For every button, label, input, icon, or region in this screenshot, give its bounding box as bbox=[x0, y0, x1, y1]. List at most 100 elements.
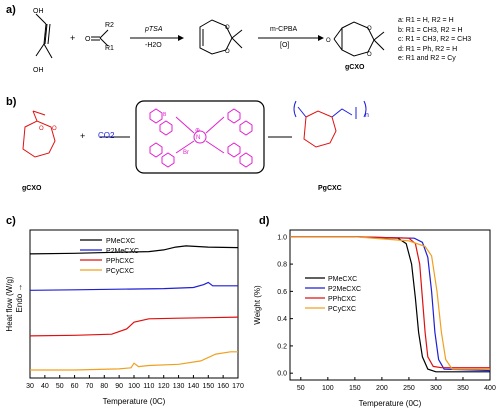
chart-d-ytick-label: 0.6 bbox=[277, 289, 287, 296]
chart-d-xlabel: Temperature (0C) bbox=[359, 399, 422, 408]
chart-d-ytick-label: 1.0 bbox=[277, 234, 287, 241]
polymer-carbonate-structure bbox=[293, 100, 367, 119]
catalyst-b-label: B bbox=[163, 112, 167, 118]
chart-d-series-line bbox=[290, 236, 490, 369]
chart-d-xtick-label: 300 bbox=[430, 385, 442, 392]
chart-c-dsc: 30 40 50 60 70 80 90 100 110 120 130 140 150 160 170 T… bbox=[5, 229, 244, 406]
chart-c-legend: PMeCXC P2MeCXC PPhCXC PCyCXC bbox=[80, 238, 139, 275]
catalyst-box bbox=[135, 100, 265, 174]
chart-c-series-line bbox=[29, 245, 239, 255]
chart-c-xtick-label: 140 bbox=[188, 383, 200, 390]
chart-d-legend: PMeCXC P2MeCXC PPhCXC PCyCXC bbox=[305, 276, 361, 313]
legend-d-2me: P2MeCXC bbox=[328, 286, 361, 293]
chart-c-xtick-label: 50 bbox=[56, 383, 64, 390]
monomer-r-labels: O O bbox=[39, 126, 57, 132]
chart-d-ylabel: Weight (%) bbox=[253, 285, 262, 325]
gcxo-monomer-structure bbox=[22, 110, 56, 158]
butenediol-structure bbox=[35, 13, 53, 59]
step2-condition-bottom: [O] bbox=[280, 42, 290, 49]
panel-b-label: b) bbox=[6, 96, 17, 108]
chart-c-xtick-label: 60 bbox=[71, 383, 79, 390]
legend-c-2me: P2MeCXC bbox=[106, 248, 139, 255]
arrow-1-head bbox=[178, 35, 184, 41]
gcxo-structure bbox=[333, 21, 385, 57]
oh-bottom-label: OH bbox=[33, 67, 44, 74]
chart-d-xtick-label: 100 bbox=[322, 385, 334, 392]
chart-c-xticks: 30 40 50 60 70 80 90 100 110 120 130 140 150 160 170 bbox=[26, 375, 244, 390]
chart-c-xtick-label: 150 bbox=[202, 383, 214, 390]
scheme-b-structures bbox=[22, 100, 367, 174]
catalyst-counterion: Br bbox=[183, 150, 189, 156]
chart-c-xtick-label: 90 bbox=[115, 383, 123, 390]
svg-text:O: O bbox=[225, 25, 230, 31]
substituent-c: c: R1 = CH3, R2 = CH3 bbox=[398, 36, 472, 43]
catalyst-n-label: N bbox=[196, 135, 201, 141]
chart-d-xtick-label: 400 bbox=[484, 385, 496, 392]
chart-c-series-line bbox=[29, 281, 238, 291]
chart-c-xtick-label: 30 bbox=[26, 383, 34, 390]
chart-d-series bbox=[290, 236, 491, 373]
chart-c-xtick-label: 130 bbox=[173, 383, 185, 390]
plus-sign-a: + bbox=[70, 33, 76, 43]
catalyst-structure bbox=[149, 108, 253, 168]
catalyst-charge: ⊕ bbox=[195, 128, 201, 134]
scheme-a-structures: OH OH O O O O O O bbox=[33, 8, 385, 74]
chart-c-xtick-label: 40 bbox=[41, 383, 49, 390]
chart-c-xtick-label: 70 bbox=[86, 383, 94, 390]
chart-c-xtick-label: 100 bbox=[128, 383, 140, 390]
svg-text:O: O bbox=[367, 52, 372, 58]
gcxo-label-b: gCXO bbox=[22, 185, 42, 192]
chart-d-tga: 50 100 150 200 250 300 350 400 0.0 0.2 0.4 0.6 0.8 1.… bbox=[253, 229, 496, 408]
chart-c-ylabel: Heat flow (W/g) bbox=[5, 276, 14, 331]
dioxepine-structure bbox=[199, 19, 243, 55]
legend-c-ph: PPhCXC bbox=[106, 258, 134, 265]
substituent-d: d: R1 = Ph, R2 = H bbox=[398, 45, 458, 53]
svg-text:O: O bbox=[225, 49, 230, 55]
polymer-ring-structure bbox=[303, 110, 337, 148]
chart-d-frame bbox=[289, 229, 491, 381]
chart-d-series-line bbox=[290, 236, 490, 370]
chart-c-series-line bbox=[30, 351, 238, 371]
step2-condition-top: m-CPBA bbox=[270, 26, 298, 33]
chart-c-xtick-label: 110 bbox=[143, 383, 154, 390]
chart-c-xtick-label: 80 bbox=[100, 383, 108, 390]
step1-condition-top: pTSA bbox=[145, 26, 163, 33]
substituent-list: a: R1 = H, R2 = H b: R1 = CH3, R2 = H c:… bbox=[398, 16, 471, 64]
chart-c-xtick-label: 120 bbox=[158, 383, 170, 390]
chart-c-series bbox=[29, 245, 239, 371]
panel-d-label: d) bbox=[259, 215, 270, 227]
chart-d-series-line bbox=[290, 236, 491, 372]
legend-d-cy: PCyCXC bbox=[328, 306, 356, 313]
svg-text:O: O bbox=[85, 36, 91, 43]
pgcxc-label: PgCXC bbox=[318, 185, 342, 192]
legend-d-me: PMeCXC bbox=[328, 276, 357, 283]
chart-d-xtick-label: 250 bbox=[403, 385, 415, 392]
chart-d-ytick-label: 0.4 bbox=[277, 316, 287, 323]
chart-c-series-line bbox=[29, 316, 239, 337]
step1-condition-bottom: -H2O bbox=[145, 42, 162, 49]
polymer-subscript-n: n bbox=[365, 112, 369, 119]
carbonyl-structure bbox=[91, 29, 109, 47]
chart-c-xlabel: Temperature (0C) bbox=[103, 397, 166, 406]
gcxo-label-a: gCXO bbox=[345, 64, 365, 71]
legend-c-cy: PCyCXC bbox=[106, 268, 134, 275]
chart-d-ytick-label: 0.2 bbox=[277, 343, 287, 350]
chart-d-xtick-label: 200 bbox=[376, 385, 388, 392]
chart-d-xtick-label: 50 bbox=[297, 385, 305, 392]
chart-d-ticks: 50 100 150 200 250 300 350 400 0.0 0.2 0.4 0.6 0.8 1.… bbox=[277, 234, 496, 392]
carbonyl-r2-label: R2 bbox=[105, 22, 114, 29]
panel-a-label: a) bbox=[6, 4, 16, 16]
oh-top-label: OH bbox=[33, 8, 44, 15]
svg-text:O: O bbox=[367, 26, 372, 32]
carbonyl-r1-label: R1 bbox=[105, 45, 114, 52]
panel-c-label: c) bbox=[6, 215, 16, 227]
plus-sign-b: + bbox=[80, 131, 86, 141]
co2-label: CO2 bbox=[98, 131, 115, 140]
svg-text:O: O bbox=[326, 38, 331, 44]
chart-d-xtick-label: 150 bbox=[349, 385, 361, 392]
legend-c-me: PMeCXC bbox=[106, 238, 135, 245]
chart-c-xtick-label: 170 bbox=[232, 383, 244, 390]
chart-d-xtick-label: 350 bbox=[457, 385, 469, 392]
chart-d-series-line bbox=[290, 236, 490, 373]
substituent-a: a: R1 = H, R2 = H bbox=[398, 17, 454, 24]
